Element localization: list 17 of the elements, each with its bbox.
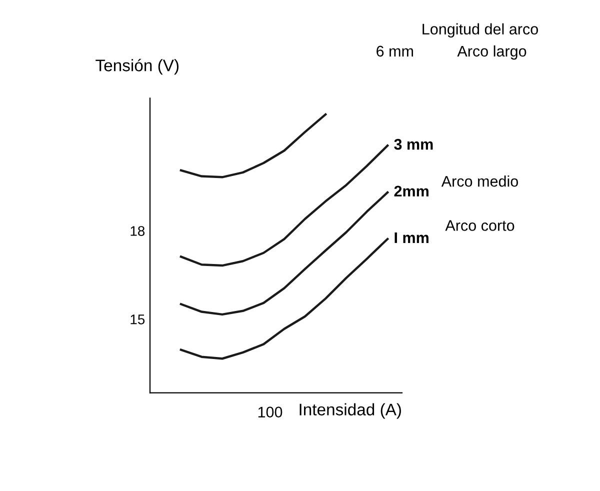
text: Arco corto (445, 220, 514, 231)
x-axis-title: Intensidad (A) (300, 403, 401, 419)
series-label: 2mm (394, 186, 428, 196)
text: Arco largo (457, 45, 526, 60)
y-axis-title: Tensión (V) (96, 58, 179, 75)
line-series (180, 191, 389, 316)
line-series (180, 238, 389, 360)
series-label: 3 mm (394, 138, 433, 150)
line-series (180, 144, 389, 267)
y-tick-label: 15 (130, 314, 145, 324)
line-series (180, 113, 327, 178)
text: 6 mm (376, 46, 413, 57)
series-label: I mm (394, 232, 428, 243)
y-tick-label: 18 (130, 226, 145, 236)
text: Longitud del arco (422, 23, 538, 38)
text: Arco medio (441, 176, 518, 187)
text: 100 (258, 406, 282, 418)
